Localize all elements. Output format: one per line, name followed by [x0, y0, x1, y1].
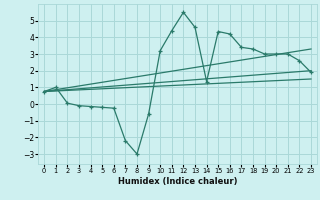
X-axis label: Humidex (Indice chaleur): Humidex (Indice chaleur) — [118, 177, 237, 186]
